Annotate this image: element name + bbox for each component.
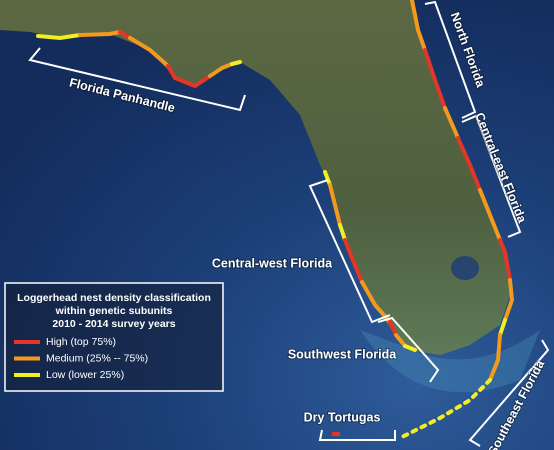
- coast-segment: [503, 278, 515, 322]
- coast-segment: [323, 170, 332, 187]
- coast-segment: [488, 333, 502, 382]
- coast-segment: [498, 238, 512, 282]
- bracket: [308, 179, 391, 324]
- lake: [451, 256, 479, 280]
- coast-segment: [230, 60, 242, 66]
- legend-title: within genetic subunits: [55, 305, 173, 317]
- coast-segment: [456, 136, 482, 192]
- coast-segment: [338, 223, 347, 242]
- shallow-water: [360, 330, 540, 393]
- coast-segment: [478, 188, 502, 242]
- coast-segment: [403, 344, 417, 352]
- coast-segment: [398, 378, 492, 440]
- legend-label: High (top 75%): [46, 336, 116, 348]
- bracket: [318, 429, 396, 441]
- coast-segment: [128, 36, 170, 68]
- coast-segment: [166, 64, 212, 89]
- region-label: Dry Tortugas: [304, 410, 381, 424]
- coast-segment: [208, 62, 234, 78]
- legend-box: [4, 282, 224, 392]
- bracket: [424, 0, 477, 119]
- coastline: [36, 0, 515, 440]
- coast-segment: [498, 318, 507, 337]
- legend-title: 2010 - 2014 survey years: [52, 318, 175, 330]
- coast-segment: [78, 30, 122, 37]
- legend-items: High (top 75%) Medium (25% -- 75%) Low (lo…: [14, 336, 148, 381]
- legend-label: Medium (25% -- 75%): [46, 352, 148, 364]
- coast-segment: [423, 48, 447, 110]
- bracket: [468, 339, 550, 447]
- bracket: [28, 47, 246, 112]
- coast-segment: [388, 320, 398, 337]
- region-label: Southwest Florida: [288, 347, 397, 361]
- brackets: [28, 0, 550, 447]
- legend-label: Low (lower 25%): [46, 369, 124, 381]
- coast-segment: [394, 333, 407, 348]
- region-label: Central-west Florida: [212, 256, 333, 270]
- land: [0, 0, 512, 355]
- coast-segment: [328, 183, 342, 227]
- legend: Loggerhead nest density classification w…: [4, 282, 224, 392]
- coast-segment: [443, 106, 460, 140]
- coast-segment: [343, 238, 364, 284]
- coast-segment: [410, 0, 427, 52]
- tortugas: [332, 432, 340, 436]
- bracket: [461, 114, 522, 238]
- bracket: [377, 316, 440, 383]
- legend-title: Loggerhead nest density classification: [17, 292, 211, 304]
- coast-segment: [36, 33, 82, 41]
